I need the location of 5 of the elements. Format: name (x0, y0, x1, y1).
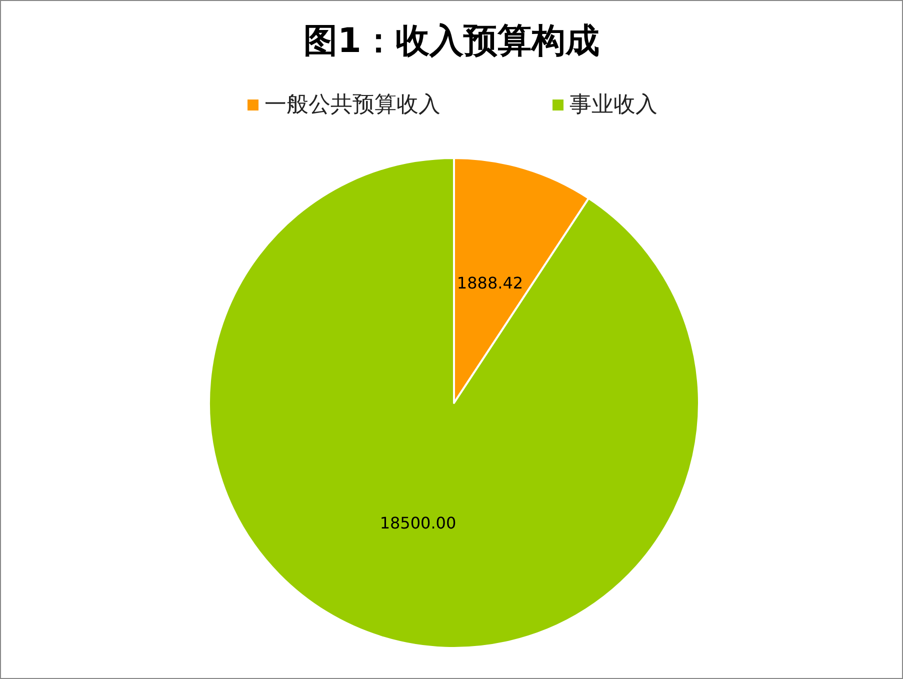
data-label: 1888.42 (456, 273, 524, 292)
data-label: 18500.00 (380, 514, 456, 533)
chart-title: 图1：收入预算构成 (304, 21, 600, 61)
legend-label: 一般公共预算收入 (264, 92, 440, 118)
legend-label: 事业收入 (570, 92, 658, 118)
